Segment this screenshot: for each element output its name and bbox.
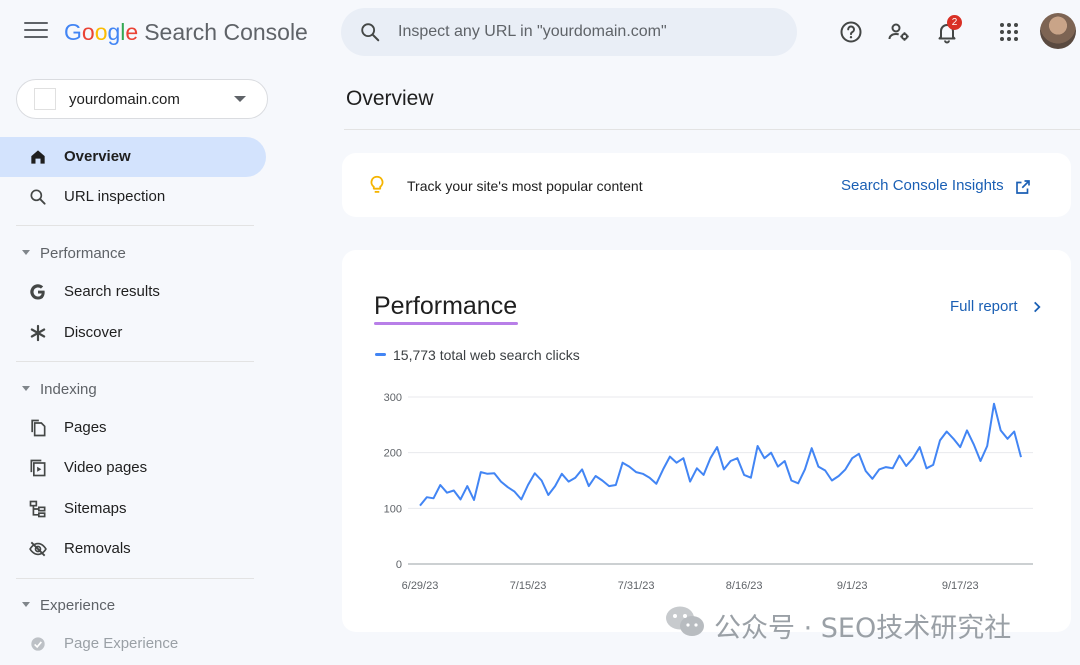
performance-card: Performance Full report 15,773 total web… bbox=[342, 250, 1071, 632]
search-console-logo[interactable]: Google Search Console bbox=[64, 19, 308, 45]
search-icon bbox=[361, 23, 380, 42]
sidebar-item-url-inspection[interactable]: URL inspection bbox=[0, 177, 266, 217]
x-tick-label: 7/15/23 bbox=[510, 580, 547, 592]
chevron-down-icon bbox=[234, 96, 246, 102]
main-menu-icon[interactable] bbox=[24, 22, 48, 42]
url-inspection-search[interactable] bbox=[341, 8, 797, 56]
sidebar-item-page-experience[interactable]: Page Experience bbox=[0, 624, 266, 664]
y-tick-label: 300 bbox=[384, 392, 402, 404]
x-tick-label: 9/17/23 bbox=[942, 580, 979, 592]
pages-icon bbox=[31, 419, 46, 437]
chevron-right-icon[interactable] bbox=[1030, 299, 1044, 315]
sidebar-item-removals[interactable]: Removals bbox=[0, 529, 266, 569]
sidebar-item-video-pages[interactable]: Video pages bbox=[0, 448, 266, 488]
clicks-series-line bbox=[419, 402, 1022, 507]
page-experience-icon bbox=[31, 637, 45, 651]
y-tick-label: 100 bbox=[384, 503, 402, 515]
clicks-line-chart: 0 100 200 300 6/29/23 7/15/23 7/31/23 8/16/23 9/… bbox=[384, 392, 1033, 592]
clicks-legend: 15,773 total web search clicks bbox=[393, 347, 580, 363]
google-g-icon bbox=[30, 284, 45, 300]
section-performance[interactable]: Performance bbox=[0, 238, 266, 268]
search-icon bbox=[30, 189, 46, 205]
insights-card: Track your site's most popular content S… bbox=[342, 153, 1071, 217]
sidebar-item-pages[interactable]: Pages bbox=[0, 408, 266, 448]
home-icon bbox=[31, 150, 45, 164]
y-tick-label: 0 bbox=[396, 559, 402, 571]
external-link-icon[interactable] bbox=[1014, 178, 1032, 196]
sitemaps-icon bbox=[29, 500, 46, 518]
property-name: yourdomain.com bbox=[69, 91, 180, 108]
x-tick-label: 9/1/23 bbox=[837, 580, 868, 592]
wechat-watermark: 公众号 · SEO技术研究社 bbox=[664, 600, 1054, 646]
help-icon[interactable] bbox=[839, 20, 863, 44]
collapse-triangle-icon bbox=[22, 602, 30, 607]
wechat-logo-icon bbox=[666, 606, 704, 636]
header-divider bbox=[344, 129, 1080, 130]
sidebar-item-overview[interactable]: Overview bbox=[0, 137, 266, 177]
sidebar-item-discover[interactable]: Discover bbox=[0, 313, 266, 353]
removals-icon bbox=[29, 541, 47, 557]
insights-tagline: Track your site's most popular content bbox=[407, 178, 643, 194]
y-tick-label: 200 bbox=[384, 448, 402, 460]
manage-users-icon[interactable] bbox=[887, 20, 911, 44]
property-favicon bbox=[34, 88, 56, 110]
video-pages-icon bbox=[30, 459, 46, 477]
section-indexing[interactable]: Indexing bbox=[0, 374, 266, 404]
x-tick-label: 7/31/23 bbox=[618, 580, 655, 592]
apps-grid-icon[interactable] bbox=[997, 20, 1021, 44]
product-name: Search Console bbox=[144, 19, 308, 45]
sidebar-divider bbox=[16, 361, 254, 362]
collapse-triangle-icon bbox=[22, 386, 30, 391]
search-console-insights-link[interactable]: Search Console Insights bbox=[841, 177, 1004, 194]
legend-swatch bbox=[375, 353, 386, 356]
performance-title: Performance bbox=[374, 292, 518, 320]
search-input[interactable] bbox=[398, 8, 778, 56]
sidebar-item-search-results[interactable]: Search results bbox=[0, 272, 266, 312]
sidebar-divider bbox=[16, 578, 254, 579]
collapse-triangle-icon bbox=[22, 250, 30, 255]
title-underline bbox=[374, 322, 518, 325]
notification-count-badge: 2 bbox=[947, 15, 962, 30]
x-tick-label: 6/29/23 bbox=[402, 580, 439, 592]
section-experience[interactable]: Experience bbox=[0, 590, 266, 620]
x-tick-label: 8/16/23 bbox=[726, 580, 763, 592]
account-avatar[interactable] bbox=[1040, 13, 1076, 49]
page-title: Overview bbox=[346, 87, 434, 110]
property-selector[interactable]: yourdomain.com bbox=[16, 79, 268, 119]
full-report-link[interactable]: Full report bbox=[950, 298, 1018, 315]
asterisk-icon bbox=[30, 324, 46, 342]
lightbulb-icon bbox=[370, 175, 384, 193]
sidebar-divider bbox=[16, 225, 254, 226]
sidebar-item-sitemaps[interactable]: Sitemaps bbox=[0, 489, 266, 529]
